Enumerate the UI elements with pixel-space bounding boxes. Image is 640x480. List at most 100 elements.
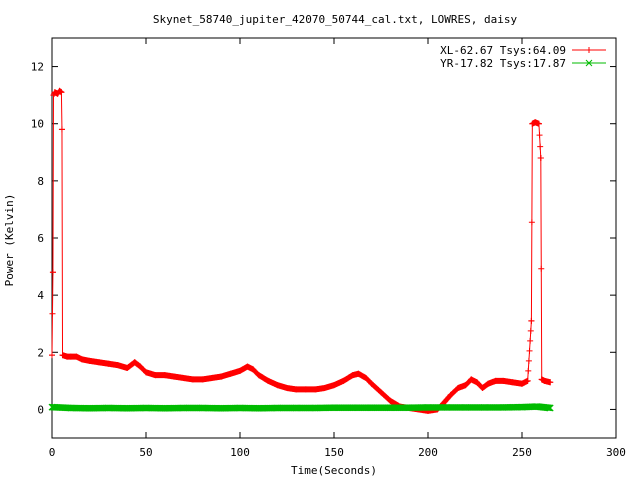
chart-title: Skynet_58740_jupiter_42070_50744_cal.txt… bbox=[153, 13, 518, 26]
data-point bbox=[67, 353, 74, 360]
data-point bbox=[217, 404, 225, 412]
data-point bbox=[274, 382, 281, 389]
data-point bbox=[378, 389, 384, 396]
data-point bbox=[546, 404, 554, 412]
data-point bbox=[500, 377, 507, 384]
data-point bbox=[180, 404, 187, 412]
data-point bbox=[237, 367, 243, 374]
x-tick-label: 0 bbox=[49, 446, 56, 459]
data-point bbox=[255, 372, 262, 379]
data-point bbox=[142, 404, 150, 412]
data-point bbox=[50, 92, 57, 99]
data-point bbox=[218, 373, 225, 380]
data-point bbox=[355, 370, 362, 377]
data-point bbox=[171, 373, 178, 380]
data-point bbox=[509, 379, 516, 386]
data-point bbox=[255, 404, 263, 412]
data-point bbox=[199, 376, 206, 383]
x-tick-label: 100 bbox=[230, 446, 250, 459]
series-markers bbox=[48, 403, 554, 412]
data-point bbox=[265, 377, 272, 384]
data-point bbox=[199, 404, 206, 412]
data-point bbox=[49, 352, 55, 359]
legend-label: XL-62.67 Tsys:64.09 bbox=[440, 44, 566, 57]
data-point bbox=[447, 392, 454, 399]
data-point bbox=[79, 356, 86, 363]
data-point bbox=[73, 353, 80, 360]
data-point bbox=[528, 317, 535, 324]
data-point bbox=[362, 375, 369, 381]
data-point bbox=[236, 404, 244, 412]
data-point bbox=[123, 404, 131, 412]
data-point bbox=[349, 404, 357, 412]
axis-ticks: 0 50 100 150 200 250 300 0 2 4 6 8 10 12 bbox=[31, 38, 626, 459]
data-point bbox=[137, 363, 144, 370]
data-point bbox=[387, 404, 394, 412]
series-0 bbox=[49, 87, 554, 414]
data-point bbox=[293, 386, 300, 393]
data-point bbox=[481, 404, 488, 411]
data-point bbox=[468, 376, 475, 383]
data-point bbox=[340, 377, 347, 384]
data-point bbox=[208, 375, 215, 381]
data-point bbox=[124, 365, 131, 371]
data-point bbox=[538, 376, 545, 383]
data-point bbox=[244, 363, 251, 370]
data-point bbox=[547, 379, 554, 386]
data-point bbox=[405, 404, 413, 412]
data-point bbox=[311, 404, 319, 412]
data-point bbox=[86, 357, 93, 364]
data-point bbox=[48, 403, 56, 411]
x-tick-label: 200 bbox=[418, 446, 438, 459]
data-point bbox=[59, 352, 66, 359]
data-point bbox=[541, 377, 548, 384]
data-point bbox=[368, 404, 375, 412]
series-line bbox=[51, 90, 551, 412]
y-tick-label: 12 bbox=[31, 61, 44, 74]
y-axis-label: Power (Kelvin) bbox=[3, 194, 16, 287]
x-tick-label: 150 bbox=[324, 446, 344, 459]
data-point bbox=[274, 404, 281, 412]
data-point bbox=[161, 404, 169, 412]
y-tick-label: 0 bbox=[37, 403, 44, 416]
x-tick-label: 300 bbox=[606, 446, 626, 459]
data-point bbox=[302, 386, 309, 393]
y-tick-label: 2 bbox=[37, 346, 44, 359]
data-point bbox=[492, 377, 499, 384]
data-point bbox=[533, 403, 541, 410]
legend-swatch-marker bbox=[585, 59, 593, 67]
data-point bbox=[499, 404, 507, 411]
data-point bbox=[152, 372, 159, 379]
data-point bbox=[519, 380, 525, 387]
data-point bbox=[518, 403, 526, 411]
data-point bbox=[462, 382, 469, 389]
data-point bbox=[161, 372, 168, 379]
x-axis-label: Time(Seconds) bbox=[291, 464, 377, 477]
y-tick-label: 8 bbox=[37, 175, 44, 188]
data-point bbox=[462, 404, 469, 411]
data-point bbox=[227, 370, 234, 377]
data-point bbox=[58, 89, 65, 96]
data-point bbox=[479, 385, 486, 391]
legend-swatch-marker bbox=[586, 47, 592, 53]
data-point bbox=[455, 385, 462, 391]
data-point bbox=[524, 377, 531, 384]
series-layer bbox=[48, 87, 554, 414]
data-point bbox=[321, 385, 328, 391]
data-point bbox=[532, 119, 539, 126]
data-point bbox=[49, 269, 56, 276]
data-point bbox=[190, 376, 196, 383]
data-point bbox=[368, 380, 375, 387]
data-point bbox=[535, 120, 542, 127]
x-tick-label: 250 bbox=[512, 446, 532, 459]
data-point bbox=[96, 359, 102, 366]
data-point bbox=[131, 359, 138, 366]
data-point bbox=[331, 382, 337, 389]
data-point bbox=[143, 369, 149, 376]
data-point bbox=[330, 404, 338, 412]
data-point bbox=[473, 379, 480, 386]
y-tick-label: 6 bbox=[37, 232, 44, 245]
data-point bbox=[105, 360, 112, 367]
data-point bbox=[250, 366, 257, 373]
